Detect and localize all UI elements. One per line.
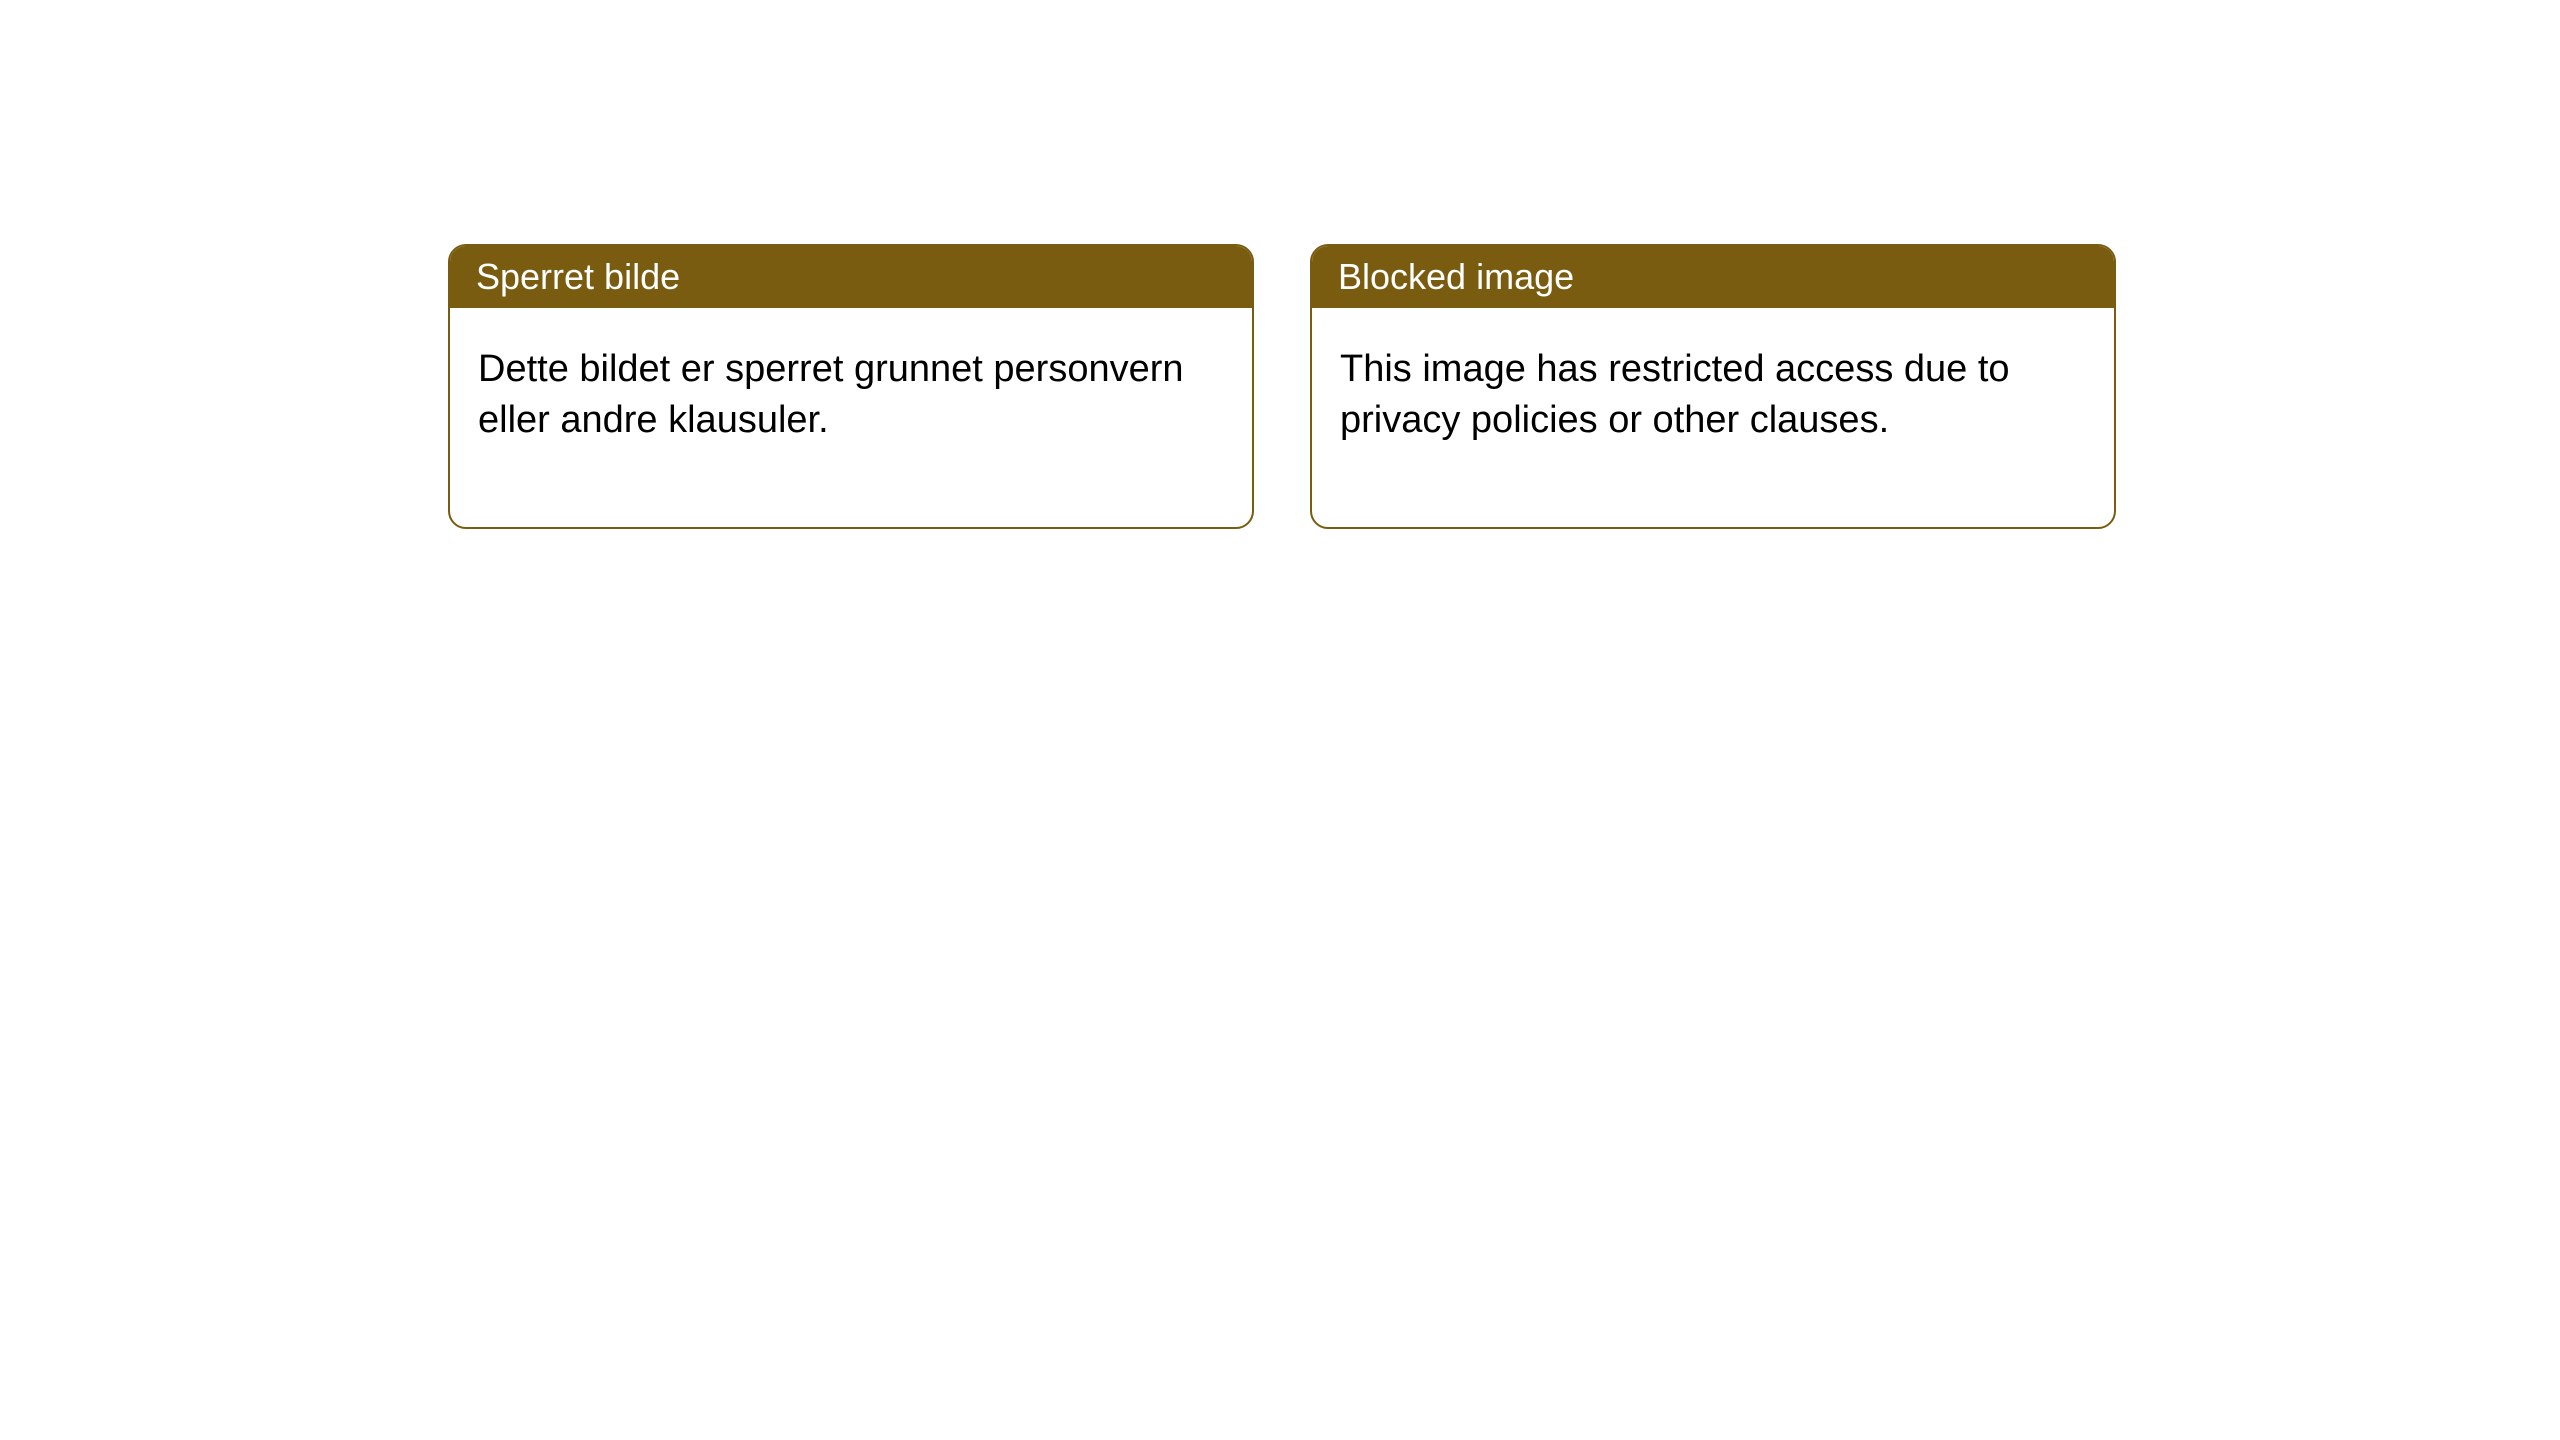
notice-title-english: Blocked image xyxy=(1312,246,2114,308)
notice-body-english: This image has restricted access due to … xyxy=(1312,308,2114,527)
notice-container: Sperret bilde Dette bildet er sperret gr… xyxy=(0,0,2560,529)
notice-body-norwegian: Dette bildet er sperret grunnet personve… xyxy=(450,308,1252,527)
notice-card-english: Blocked image This image has restricted … xyxy=(1310,244,2116,529)
notice-title-norwegian: Sperret bilde xyxy=(450,246,1252,308)
notice-card-norwegian: Sperret bilde Dette bildet er sperret gr… xyxy=(448,244,1254,529)
